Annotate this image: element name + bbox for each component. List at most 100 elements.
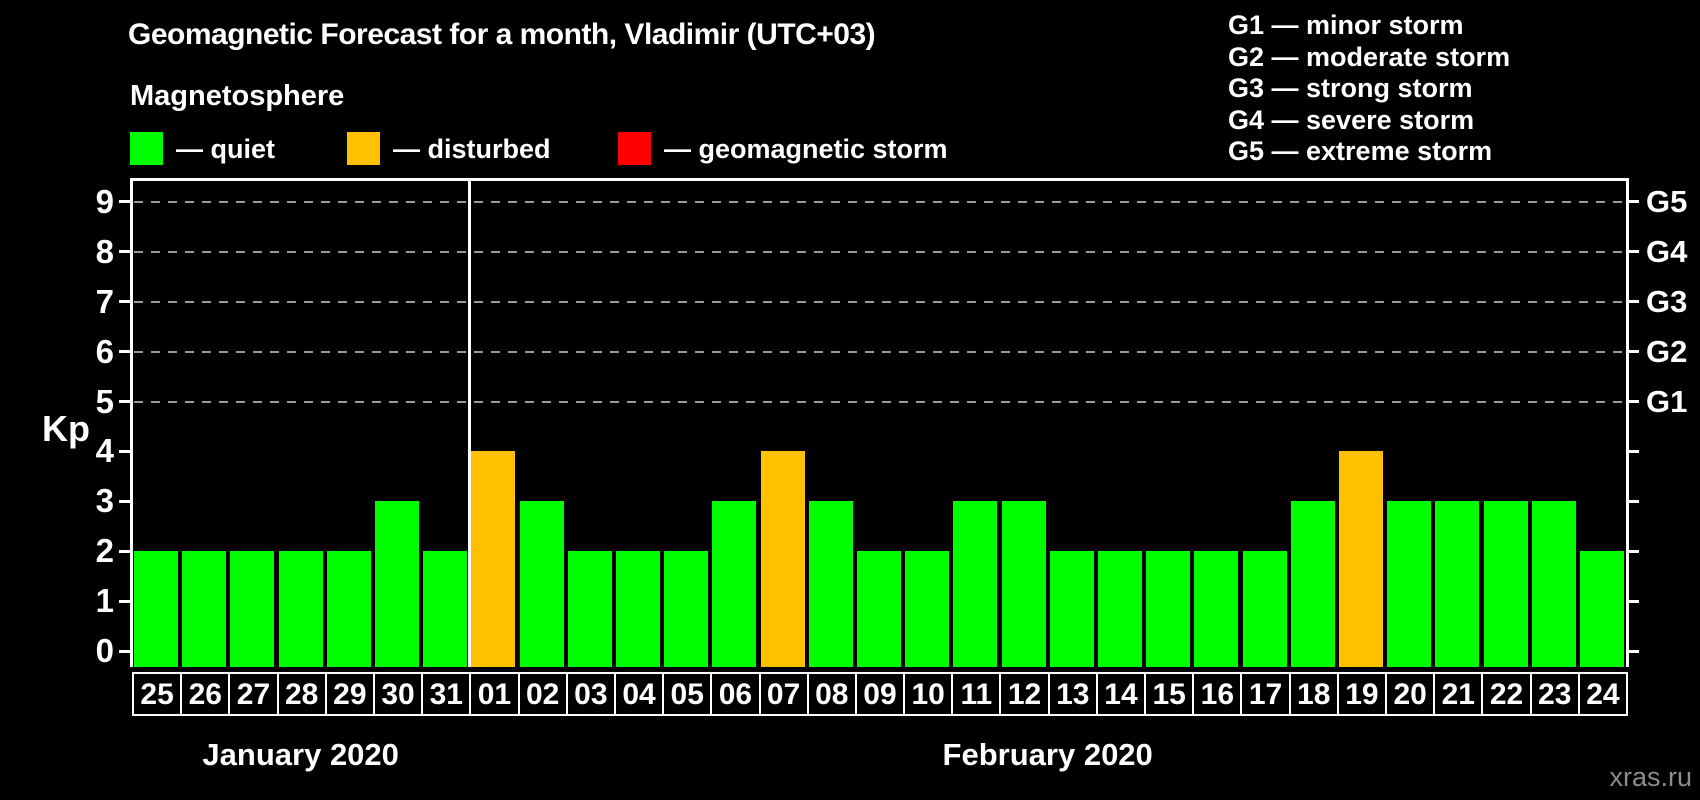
kp-bar [1290,501,1335,667]
kp-bar [1194,551,1239,667]
gridline [134,200,1626,203]
kp-bar [616,551,661,667]
kp-bar [1242,551,1287,667]
kp-bar [1531,501,1576,667]
y-tick-right [1628,400,1639,403]
kp-bar [1146,551,1191,667]
y-tick-right [1628,499,1639,503]
kp-bar [326,551,371,667]
y-tick-right [1628,449,1639,453]
day-label-cell: 06 [710,672,759,716]
chart-subtitle: Magnetosphere [130,80,345,112]
day-label-cell: 20 [1385,672,1434,716]
y-tick-left [119,499,130,503]
g-axis-label: G1 [1646,383,1688,419]
day-label-cell: 19 [1336,672,1386,716]
y-tick-label: 1 [95,582,114,620]
y-tick-right [1628,599,1639,603]
kp-bar [567,551,612,667]
kp-bar [1579,551,1624,667]
y-tick-label: 3 [95,482,114,520]
y-tick-left [119,200,130,204]
month-separator [468,178,471,667]
y-tick-right [1628,200,1639,204]
kp-axis-label: Kp [42,408,90,449]
kp-bar [519,501,564,667]
kp-bar [423,551,468,667]
day-label-cell: 21 [1433,672,1482,716]
kp-bar [905,551,950,667]
chart-title: Geomagnetic Forecast for a month, Vladim… [128,18,876,51]
day-label-cell: 30 [372,672,422,716]
storm-scale-line-g5: G5 — extreme storm [1228,136,1493,166]
day-label-cell: 02 [517,672,566,716]
storm-scale-line-g3: G3 — strong storm [1228,73,1473,103]
day-label-cell: 08 [806,672,855,716]
y-tick-label: 5 [95,382,114,420]
gridline [134,300,1626,303]
y-tick-left [119,549,130,553]
y-tick-left [119,449,130,453]
legend-swatch-storm [618,132,651,165]
day-label-cell: 03 [565,672,614,716]
gridline [134,350,1626,353]
watermark: xras.ru [1609,762,1692,792]
kp-bar [953,501,998,667]
day-label-cell: 31 [421,672,470,716]
kp-bar [134,551,179,667]
kp-bar [1338,451,1383,667]
day-label-cell: 09 [854,672,904,716]
y-tick-label: 6 [95,332,114,370]
g-axis-label: G2 [1646,333,1688,369]
storm-scale-line-g2: G2 — moderate storm [1228,41,1511,72]
y-tick-left [119,649,130,653]
y-tick-right [1628,350,1639,354]
day-label-cell: 18 [1288,672,1337,716]
kp-bar [230,551,275,667]
legend-label-quiet: — quiet [176,134,275,164]
kp-bar [1001,501,1046,667]
kp-bar [664,551,709,667]
plot-top-border [132,178,1628,181]
kp-bar [857,551,901,667]
kp-bar [1387,501,1432,667]
day-label-cell: 22 [1481,672,1530,716]
legend-swatch-quiet [130,132,163,165]
legend-swatch-disturbed [347,132,380,165]
day-label-cell: 05 [662,672,711,716]
day-label-cell: 26 [180,672,229,716]
day-label-cell: 14 [1095,672,1145,716]
g-axis-label: G4 [1646,233,1688,269]
storm-scale-line-g1: G1 — minor storm [1228,10,1464,40]
kp-bar [1483,501,1528,667]
kp-bar [375,501,420,667]
y-tick-left [119,300,130,304]
y-axis-line [130,178,133,667]
day-label-cell: 17 [1240,672,1289,716]
legend-label-disturbed: — disturbed [393,134,551,164]
day-label-cell: 16 [1192,672,1241,716]
y-tick-left [119,599,130,603]
day-label-cell: 10 [903,672,952,716]
g-axis-label: G3 [1646,283,1688,319]
month-label: February 2020 [942,737,1153,772]
day-label-cell: 27 [228,672,277,716]
day-label-cell: 11 [951,672,1000,716]
day-label-cell: 23 [1529,672,1578,716]
day-label-cell: 15 [1144,672,1193,716]
kp-bar [808,501,853,667]
y-tick-label: 8 [95,232,114,270]
kp-bar [471,451,516,667]
y-tick-label: 2 [95,532,114,570]
kp-bar [278,551,323,667]
y-tick-label: 4 [95,432,114,470]
kp-bar [1435,501,1480,667]
month-label: January 2020 [202,737,399,772]
day-label-cell: 01 [469,672,518,716]
y-tick-label: 0 [95,632,114,669]
y-tick-right [1628,250,1639,254]
day-label-cell: 12 [999,672,1048,716]
kp-bar [182,551,227,667]
gridline [134,400,1626,403]
